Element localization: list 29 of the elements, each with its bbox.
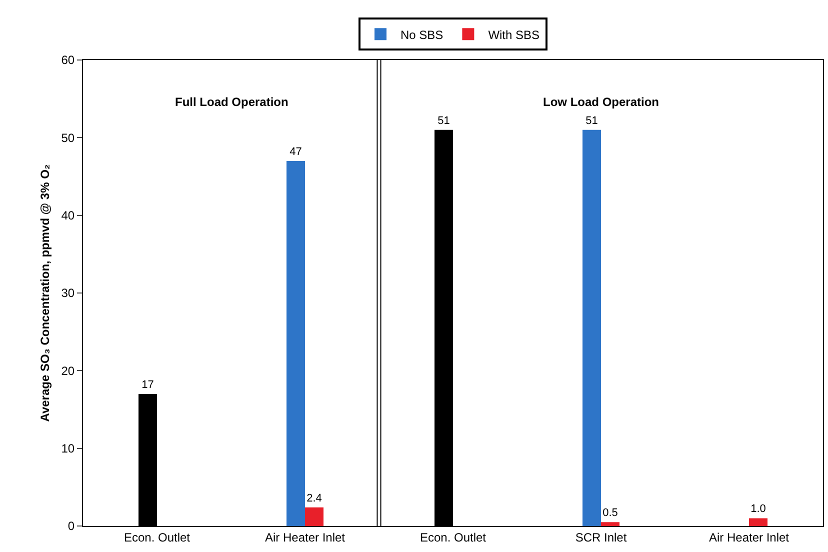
data-label: 17	[142, 378, 154, 391]
bar	[601, 522, 620, 526]
annotation: Full Load Operation	[175, 95, 288, 109]
y-tick-label: 0	[68, 519, 75, 534]
x-tick-label: Air Heater Inlet	[708, 530, 790, 544]
annotation: Low Load Operation	[543, 95, 659, 109]
bar	[305, 507, 324, 526]
bar	[286, 160, 305, 526]
data-label: 51	[438, 114, 450, 127]
x-tick-label: Econ. Outlet	[420, 530, 487, 544]
y-tick-label: 20	[61, 364, 75, 378]
y-tick-label: 30	[61, 286, 75, 300]
legend-label: With SBS	[488, 28, 540, 42]
y-tick-label: 50	[61, 130, 75, 145]
x-tick-label: SCR Inlet	[575, 530, 628, 544]
data-label: 51	[586, 114, 598, 127]
data-label: 0.5	[602, 507, 618, 520]
data-label: 2.4	[306, 492, 322, 504]
x-tick-label: Econ. Outlet	[124, 530, 191, 544]
y-tick-label: 10	[61, 442, 75, 456]
y-tick-label: 60	[61, 53, 75, 68]
y-axis-title: Average SO₃ Concentration, ppmvd @ 3% O₂	[38, 164, 52, 422]
legend-label: No SBS	[400, 28, 444, 42]
data-label: 47	[290, 146, 302, 158]
data-label: 1.0	[750, 503, 766, 516]
y-tick-label: 40	[61, 208, 75, 223]
bar	[582, 130, 601, 526]
x-tick-label: Air Heater Inlet	[264, 530, 346, 544]
bar	[749, 518, 768, 526]
